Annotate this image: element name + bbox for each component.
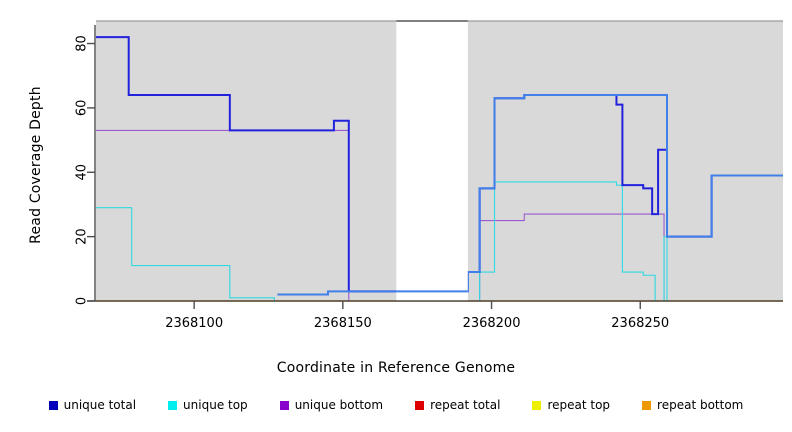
legend-item-unique-top: unique top [168,398,248,412]
y-tick-label-4: 80 [75,35,90,52]
legend-label: repeat bottom [657,398,744,412]
shaded-region-0 [96,21,397,301]
x-tick-label-3: 2368250 [611,316,669,331]
legend-item-repeat-bottom: repeat bottom [642,398,743,412]
legend-swatch-icon [279,400,289,410]
legend-item-unique-total: unique total [48,398,137,412]
legend-label: repeat top [547,398,611,412]
x-tick-label-0: 2368100 [165,316,223,331]
legend-item-unique-bottom: unique bottom [279,398,384,412]
gap-region [396,22,468,301]
overlay-0 [277,94,783,296]
legend-swatch-icon [642,400,652,410]
x-axis-title: Coordinate in Reference Genome [276,360,516,376]
legend-label: unique bottom [294,398,384,412]
legend-swatch-icon [532,400,542,410]
y-tick-label-0: 0 [75,297,90,305]
legend-item-repeat-total: repeat total [415,398,500,412]
legend-swatch-icon [415,400,425,410]
y-axis-title: Read Coverage Depth [28,86,44,244]
legend-item-repeat-top: repeat top [532,398,610,412]
y-tick-label-2: 40 [75,164,90,181]
y-tick-label-1: 20 [75,228,90,245]
legend-label: unique top [183,398,248,412]
legend-swatch-icon [168,400,178,410]
x-tick-label-1: 2368150 [314,316,372,331]
y-tick-label-3: 60 [75,100,90,117]
chart-legend: unique total unique top unique bottom repea… [0,398,792,412]
x-tick-label-2: 2368200 [463,316,521,331]
y-axis-title-wrap: Read Coverage Depth [28,86,44,316]
legend-label: repeat total [430,398,501,412]
legend-swatch-icon [48,400,58,410]
legend-label: unique total [63,398,137,412]
shaded-region-1 [467,21,783,301]
